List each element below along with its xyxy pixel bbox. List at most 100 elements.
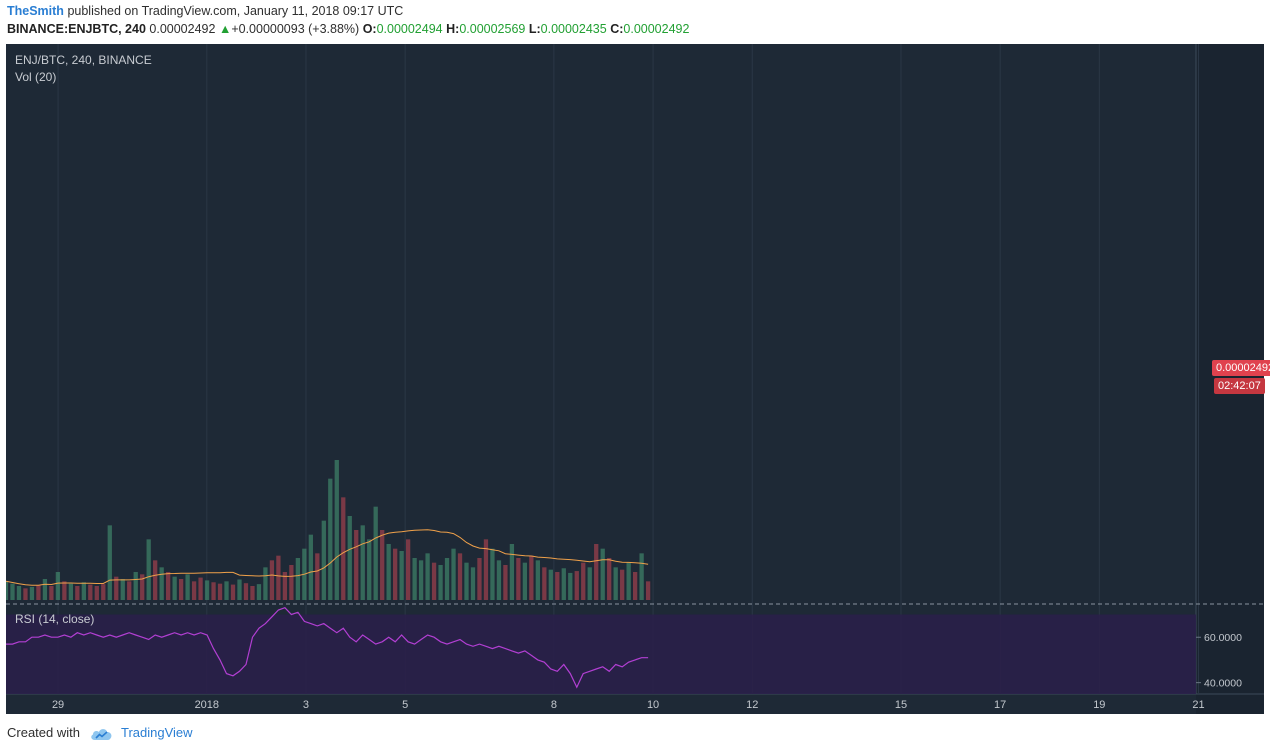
volume-bar xyxy=(282,572,288,600)
price-chart[interactable]: 0.000010000.000015000.000020000.00002500… xyxy=(3,44,1264,714)
volume-bar xyxy=(354,530,359,600)
high-label: H: xyxy=(446,22,460,36)
volume-bar xyxy=(42,579,48,600)
volume-bar xyxy=(81,582,86,600)
time-tick-label: 2018 xyxy=(195,699,219,711)
rsi-tick-label: 60.0000 xyxy=(1204,632,1242,644)
volume-bar xyxy=(386,544,391,600)
volume-bar xyxy=(522,562,528,600)
volume-bar xyxy=(289,565,294,600)
volume-bar xyxy=(308,534,313,600)
volume-bar xyxy=(334,460,339,600)
time-tick-label: 3 xyxy=(303,699,309,711)
volume-bar xyxy=(321,520,326,600)
close-label: C: xyxy=(610,22,624,36)
last-price: 0.00002492 xyxy=(149,22,216,36)
volume-bar xyxy=(632,572,638,600)
volume-bar xyxy=(49,586,54,600)
volume-bar xyxy=(561,568,566,600)
volume-bar xyxy=(431,562,437,600)
rsi-band xyxy=(6,614,1196,694)
volume-bar xyxy=(542,567,547,600)
volume-bar xyxy=(211,582,216,600)
volume-bar xyxy=(88,584,93,600)
last-price-tag: 0.00002492 xyxy=(1212,360,1270,376)
time-tick-label: 5 xyxy=(402,699,408,711)
volume-bar xyxy=(29,586,35,600)
tradingview-cloud-icon xyxy=(90,728,112,740)
volume-bar xyxy=(399,551,404,600)
rsi-tick-label: 40.0000 xyxy=(1204,678,1242,690)
time-tick-label: 15 xyxy=(895,699,907,711)
volume-bar xyxy=(483,539,489,600)
volume-bar xyxy=(347,516,352,600)
volume-bar xyxy=(496,560,502,600)
volume-bar xyxy=(191,581,197,600)
volume-bar xyxy=(68,583,74,600)
volume-bar xyxy=(444,558,450,600)
volume-bar xyxy=(425,553,430,600)
low-label: L: xyxy=(528,22,541,36)
volume-bar xyxy=(503,565,508,600)
volume-bar xyxy=(185,574,190,600)
volume-bar xyxy=(204,580,210,600)
volume-bar xyxy=(367,539,372,600)
volume-bar xyxy=(607,558,612,600)
volume-bar xyxy=(360,525,365,600)
volume-bar xyxy=(341,497,346,600)
volume-bar xyxy=(198,577,203,600)
high-value: 0.00002569 xyxy=(459,22,526,36)
volume-bar xyxy=(380,530,385,600)
time-tick-label: 21 xyxy=(1192,699,1204,711)
low-value: 0.00002435 xyxy=(540,22,607,36)
volume-bar xyxy=(477,558,482,600)
volume-bar xyxy=(555,572,560,600)
volume-bar xyxy=(127,581,132,600)
tradingview-link[interactable]: TradingView xyxy=(121,725,193,740)
volume-bar xyxy=(438,565,443,600)
volume-bar xyxy=(133,572,138,600)
volume-bar xyxy=(535,560,540,600)
time-tick-label: 19 xyxy=(1093,699,1105,711)
volume-bar xyxy=(328,478,333,600)
volume-bar xyxy=(295,558,301,600)
time-tick-label: 17 xyxy=(994,699,1006,711)
price-change: +0.00000093 (+3.88%) xyxy=(231,22,360,36)
volume-bar xyxy=(315,553,320,600)
volume-bar xyxy=(263,567,268,600)
volume-bar xyxy=(75,586,80,600)
up-triangle-icon: ▲ xyxy=(218,22,232,36)
published-text: published on TradingView.com, January 11… xyxy=(67,4,404,18)
volume-bar xyxy=(594,544,599,600)
volume-bar xyxy=(418,560,424,600)
volume-bar xyxy=(230,584,236,600)
volume-bar xyxy=(23,588,28,600)
volume-bar xyxy=(529,555,534,600)
volume-bar xyxy=(568,572,573,600)
volume-bar xyxy=(62,581,67,600)
open-value: 0.00002494 xyxy=(376,22,443,36)
volume-bar xyxy=(153,560,158,600)
publish-line: TheSmith published on TradingView.com, J… xyxy=(7,4,403,18)
chart-area[interactable]: 0.000010000.000015000.000020000.00002500… xyxy=(3,44,1270,714)
volume-bar xyxy=(3,581,9,600)
volume-bar xyxy=(645,581,651,600)
open-label: O: xyxy=(362,22,377,36)
volume-bar xyxy=(269,560,275,600)
ohlc-line: BINANCE:ENJBTC, 240 0.00002492 ▲+0.00000… xyxy=(7,22,689,36)
volume-bar xyxy=(237,579,242,600)
time-tick-label: 29 xyxy=(52,699,64,711)
volume-bar xyxy=(464,562,469,600)
volume-bar xyxy=(146,539,151,600)
close-value: 0.00002492 xyxy=(623,22,690,36)
volume-bar xyxy=(600,548,605,600)
volume-bar xyxy=(224,581,229,600)
volume-bar xyxy=(516,558,521,600)
volume-bar xyxy=(256,584,262,600)
time-tick-label: 12 xyxy=(746,699,758,711)
volume-bar xyxy=(457,553,463,600)
author-name[interactable]: TheSmith xyxy=(7,4,64,18)
rsi-legend: RSI (14, close) xyxy=(15,612,95,626)
volume-bar xyxy=(613,567,618,600)
volume-bar xyxy=(166,572,171,600)
